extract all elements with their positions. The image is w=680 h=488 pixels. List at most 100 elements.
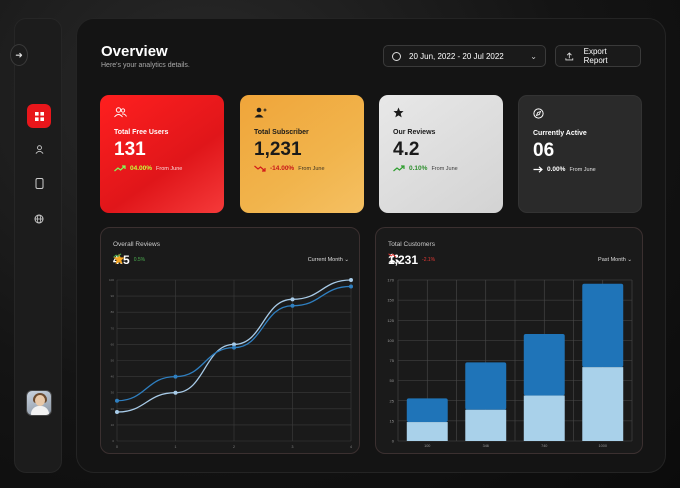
- avatar[interactable]: [26, 390, 52, 416]
- date-range-label: 20 Jun, 2022 - 20 Jul 2022: [409, 51, 504, 61]
- reviews-period-select[interactable]: Current Month ⌄: [308, 257, 349, 263]
- card-value: 06: [533, 140, 555, 161]
- data-point: [173, 390, 178, 395]
- data-point: [290, 303, 295, 308]
- upload-icon: [565, 51, 574, 60]
- card-from: From June: [431, 165, 458, 172]
- trend-up-icon: [393, 165, 405, 172]
- sidebar: [14, 18, 62, 473]
- data-point: [290, 297, 295, 302]
- trend-down-icon: [254, 165, 266, 172]
- y-tick-label: 170: [387, 278, 394, 283]
- y-tick-label: 10: [111, 423, 115, 427]
- panel-title: Overall Reviews: [113, 241, 160, 248]
- x-tick-label: 4: [350, 445, 352, 449]
- export-report-label: Export Report: [583, 47, 608, 65]
- total-customers-chart: 0 15 25 50 75 100 125 150 170 100 346 740 1000: [387, 278, 633, 448]
- y-tick-label: 0: [392, 439, 395, 444]
- y-tick-label: 40: [111, 375, 115, 379]
- card-total-free-users[interactable]: Total Free Users 131 04.00% From June: [100, 95, 224, 213]
- nav-dashboard-icon[interactable]: [27, 104, 51, 128]
- total-customers-panel: Total Customers 1,231 -2.1% Past Month ⌄…: [375, 227, 643, 454]
- card-from: From June: [156, 165, 183, 172]
- y-tick-label: 0: [112, 439, 114, 443]
- chevron-down-icon: ⌄: [344, 257, 349, 263]
- x-tick-label: 346: [483, 444, 489, 448]
- x-tick-label: 740: [541, 444, 547, 448]
- bar-lower: [465, 409, 507, 441]
- card-pct: 0.00%: [547, 166, 566, 173]
- customers-period-select[interactable]: Past Month ⌄: [598, 257, 632, 263]
- data-point: [173, 374, 178, 379]
- date-range-picker[interactable]: 20 Jun, 2022 - 20 Jul 2022 ⌄: [383, 45, 546, 67]
- card-label: Currently Active: [533, 130, 587, 137]
- x-tick-label: 2: [233, 445, 235, 449]
- y-tick-label: 150: [387, 298, 394, 303]
- main-panel: Overview Here's your analytics details. …: [76, 18, 666, 473]
- bar-upper: [465, 362, 507, 410]
- card-from: From June: [298, 165, 325, 172]
- customers-period-label: Past Month: [598, 257, 626, 263]
- card-currently-active[interactable]: Currently Active 06 0.00% From June: [518, 95, 642, 213]
- data-point: [349, 278, 353, 282]
- y-tick-label: 15: [390, 418, 395, 423]
- bar-upper: [406, 398, 448, 423]
- card-total-subscriber[interactable]: Total Subscriber 1,231 -14.00% From June: [240, 95, 364, 213]
- arrow-right-icon: [533, 166, 543, 173]
- card-our-reviews[interactable]: Our Reviews 4.2 0.10% From June: [379, 95, 503, 213]
- x-tick-label: 0: [116, 445, 118, 449]
- card-pct: -14.00%: [270, 165, 295, 172]
- reviews-change: 0.5%: [133, 257, 146, 263]
- card-label: Our Reviews: [393, 129, 436, 136]
- y-tick-label: 30: [111, 391, 115, 395]
- overall-reviews-panel: Overall Reviews 4.5 0.5% Current Month ⌄…: [100, 227, 360, 454]
- card-value: 1,231: [254, 139, 302, 160]
- sidebar-toggle-icon[interactable]: ➜: [10, 44, 28, 66]
- nav-device-icon[interactable]: [27, 171, 51, 195]
- chevron-down-icon: ⌄: [627, 257, 632, 263]
- card-pct: 0.10%: [409, 165, 428, 172]
- card-from: From June: [569, 166, 596, 173]
- export-report-button[interactable]: Export Report: [555, 45, 641, 67]
- clock-icon: [392, 51, 401, 61]
- x-tick-label: 1: [175, 445, 177, 449]
- y-tick-label: 80: [111, 310, 115, 314]
- nav-user-icon[interactable]: [27, 137, 51, 161]
- trend-up-icon: [114, 165, 126, 172]
- card-label: Total Subscriber: [254, 129, 309, 136]
- nav-globe-icon[interactable]: [27, 207, 51, 231]
- y-tick-label: 100: [109, 278, 114, 282]
- y-tick-label: 50: [111, 359, 115, 363]
- x-tick-label: 100: [424, 444, 430, 448]
- y-tick-label: 100: [387, 338, 394, 343]
- y-tick-label: 50: [390, 378, 395, 383]
- compass-icon: [533, 108, 627, 122]
- y-tick-label: 125: [387, 318, 394, 323]
- data-point: [115, 398, 119, 403]
- bar-upper: [582, 283, 624, 368]
- card-label: Total Free Users: [114, 129, 169, 136]
- trend-down-icon: [388, 253, 397, 258]
- customers-change: -2.1%: [422, 257, 436, 263]
- y-tick-label: 70: [111, 326, 115, 330]
- bar-lower: [406, 422, 448, 441]
- page-subtitle: Here's your analytics details.: [101, 62, 190, 69]
- bar-lower: [582, 367, 624, 441]
- reviews-period-label: Current Month: [307, 257, 343, 263]
- chevron-down-icon: ⌄: [530, 51, 537, 61]
- card-value: 131: [114, 139, 146, 160]
- trend-up-icon: [113, 253, 122, 258]
- bar-upper: [523, 333, 565, 396]
- data-point: [232, 345, 236, 350]
- subscriber-icon: [254, 107, 350, 121]
- data-point: [115, 410, 119, 415]
- star-icon: [393, 107, 489, 121]
- y-tick-label: 90: [111, 294, 115, 298]
- star-icon: [113, 253, 125, 265]
- card-pct: 04.00%: [130, 165, 153, 172]
- y-tick-label: 20: [111, 407, 115, 411]
- panel-title: Total Customers: [388, 241, 435, 248]
- y-tick-label: 60: [111, 342, 115, 346]
- y-tick-label: 75: [390, 358, 395, 363]
